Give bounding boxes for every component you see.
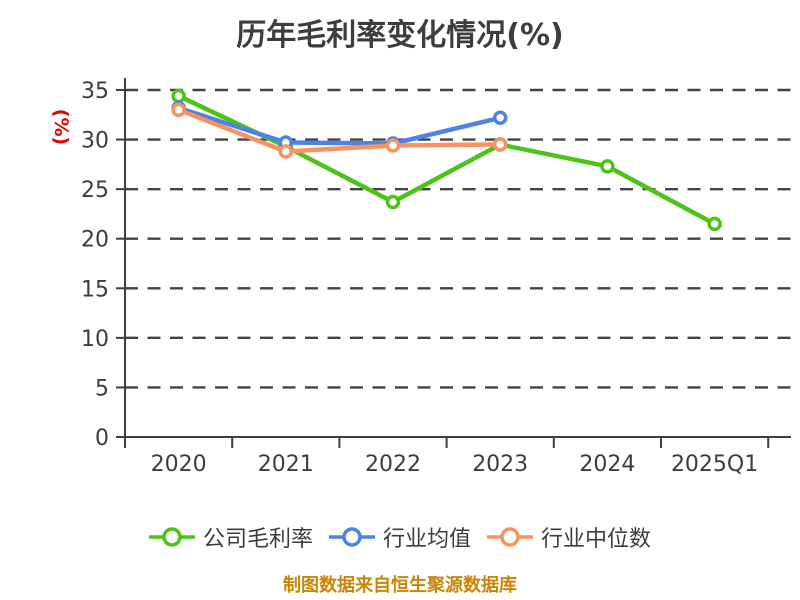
y-tick-label: 35 bbox=[81, 79, 109, 104]
legend-label-industry-average: 行业均值 bbox=[382, 527, 471, 552]
y-tick-label: 5 bbox=[95, 376, 109, 401]
data-point-industry-average bbox=[492, 110, 508, 126]
legend-item-company-gross-margin: 公司毛利率 bbox=[148, 521, 313, 553]
y-tick-label: 25 bbox=[81, 178, 109, 203]
legend-item-industry-average: 行业均值 bbox=[328, 521, 471, 553]
data-point-industry-median bbox=[385, 138, 401, 153]
series-line-company-gross-margin bbox=[176, 93, 717, 227]
chart-legend: 公司毛利率 行业均值 行业中位数 bbox=[0, 521, 800, 553]
data-point-industry-median bbox=[492, 137, 508, 152]
data-point-company-gross-margin bbox=[707, 216, 722, 232]
x-tick-label: 2020 bbox=[151, 452, 207, 477]
x-tick-label: 2025Q1 bbox=[671, 452, 758, 477]
data-source-note: 制图数据来自恒生聚源数据库 bbox=[283, 575, 517, 596]
y-tick-label: 30 bbox=[81, 129, 109, 154]
y-tick-label: 15 bbox=[81, 277, 109, 302]
y-tick-label: 10 bbox=[81, 327, 109, 352]
x-tick-label: 2022 bbox=[365, 452, 421, 477]
legend-label-industry-median: 行业中位数 bbox=[541, 527, 652, 552]
legend-item-industry-median: 行业中位数 bbox=[487, 521, 651, 553]
data-point-industry-median bbox=[278, 144, 294, 159]
x-tick-label: 2023 bbox=[472, 452, 528, 477]
data-point-company-gross-margin bbox=[171, 88, 186, 104]
data-point-industry-median bbox=[171, 102, 186, 118]
x-tick-label: 2024 bbox=[579, 452, 635, 477]
series-line-industry-median bbox=[176, 107, 503, 154]
series-line-industry-average bbox=[176, 105, 503, 146]
data-point-company-gross-margin bbox=[600, 159, 615, 174]
legend-marker-icon-industry-median bbox=[487, 527, 533, 547]
y-tick-label: 0 bbox=[95, 426, 109, 451]
legend-marker-icon-industry-average bbox=[328, 527, 375, 547]
y-tick-label: 20 bbox=[81, 228, 109, 253]
chart-title: 历年毛利率变化情况(%) bbox=[236, 18, 564, 53]
legend-marker-icon-company-gross-margin bbox=[148, 527, 195, 547]
legend-label-company-gross-margin: 公司毛利率 bbox=[202, 527, 313, 552]
x-tick-label: 2021 bbox=[258, 452, 314, 477]
data-point-company-gross-margin bbox=[385, 194, 401, 210]
